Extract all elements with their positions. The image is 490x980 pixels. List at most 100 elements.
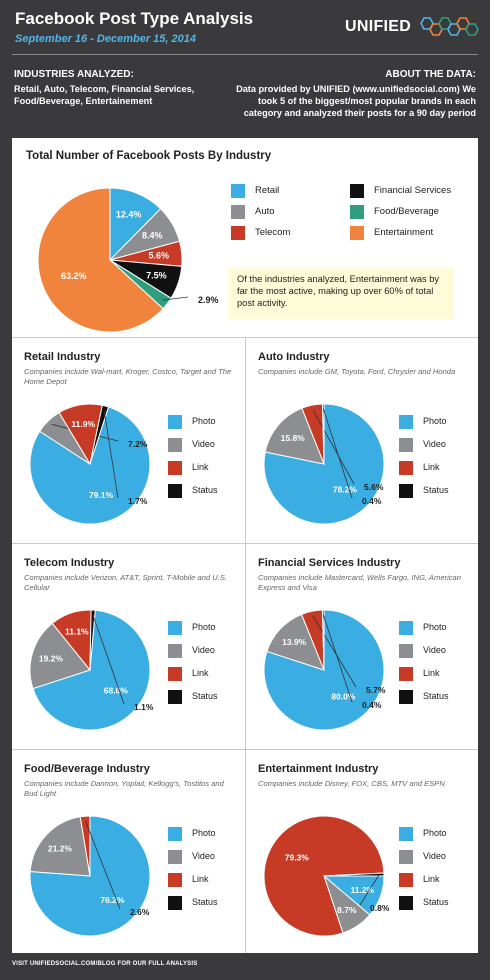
telecom-industry-slice-photo [32, 609, 151, 731]
footer-text: VISIT UNIFIEDSOCIAL.COM/BLOG FOR OUR FUL… [12, 961, 198, 967]
legend-swatch-photo [168, 621, 182, 635]
food-beverage-industry-leader-link [85, 820, 121, 910]
food-subtitle: Companies include Dannon, Yoplait, Kello… [24, 779, 224, 798]
auto-industry-slice-video [264, 407, 325, 465]
legend-label-photo: Photo [192, 828, 216, 838]
legend-swatch-food-beverage [350, 205, 364, 219]
auto-industry-leader-link [312, 409, 355, 485]
legend-swatch-link [168, 873, 182, 887]
entertainment-industry-slice-link [263, 815, 385, 937]
total-number-of-facebook-posts-by-industry-label-entertainment: 63.2% [61, 271, 87, 281]
legend-label-link: Link [192, 668, 209, 678]
legend-label-status: Status [423, 897, 449, 907]
total-chart-title: Total Number of Facebook Posts By Indust… [26, 150, 272, 162]
legend-label-telecom: Telecom [255, 227, 291, 238]
about-text: Data provided by UNIFIED (www.unifiedsoc… [236, 84, 476, 118]
grid-divider-vertical [245, 337, 246, 953]
legend-label-status: Status [423, 485, 449, 495]
financial-subtitle: Companies include Mastercard, Wells Farg… [258, 573, 461, 592]
legend-swatch-status [168, 690, 182, 704]
total-number-of-facebook-posts-by-industry-label-auto: 8.4% [142, 230, 163, 240]
legend-label-photo: Photo [192, 416, 216, 426]
legend-swatch-auto [231, 205, 245, 219]
logo-text: UNIFIED [345, 18, 412, 35]
legend-label-food-beverage: Food/Beverage [374, 206, 439, 217]
legend-swatch-financial-services [350, 184, 364, 198]
legend-swatch-link [399, 873, 413, 887]
retail-industry-leader-status [103, 410, 119, 499]
financial-title: Financial Services Industry [258, 557, 401, 569]
total-number-of-facebook-posts-by-industry-label-telecom: 5.6% [149, 251, 170, 261]
legend-swatch-entertainment [350, 226, 364, 240]
header: Facebook Post Type Analysis September 16… [0, 0, 490, 155]
entertainment-industry-label-status: 0.8% [370, 903, 390, 913]
legend-label-auto: Auto [255, 206, 275, 217]
legend-label-photo: Photo [423, 416, 447, 426]
legend-label-entertainment: Entertainment [374, 227, 434, 238]
auto-industry-label-link: 5.6% [364, 482, 384, 492]
legend-swatch-video [399, 644, 413, 658]
legend-swatch-video [399, 850, 413, 864]
main-panel: Total Number of Facebook Posts By Indust… [12, 138, 478, 953]
legend-label-status: Status [192, 691, 218, 701]
retail-industry-slice-photo [29, 406, 151, 525]
legend-swatch-photo [168, 415, 182, 429]
auto-title: Auto Industry [258, 351, 330, 363]
auto-industry-label-video: 15.8% [281, 433, 306, 443]
financial-services-industry-leader-link [312, 615, 357, 688]
unified-logo: UNIFIED [345, 14, 480, 44]
auto-subtitle: Companies include GM, Toyota, Ford, Chry… [258, 367, 456, 376]
telecom-industry-label-status: 1.1% [134, 702, 154, 712]
entertainment-title: Entertainment Industry [258, 763, 379, 775]
header-divider [12, 54, 478, 55]
entertainment-industry-label-link: 79.3% [285, 852, 310, 862]
total-pie-chart: 12.4%8.4% 5.6% 7.5% 2.9% 63.2% [37, 187, 219, 333]
telecom-industry-leader-status [92, 614, 125, 705]
financial-services-industry-label-photo: 80.0% [331, 692, 356, 702]
legend-label-photo: Photo [192, 622, 216, 632]
total-number-of-facebook-posts-by-industry-leader-food-beverage [162, 296, 189, 301]
food-beverage-industry-label-video: 21.2% [48, 843, 73, 853]
entertainment-panel: Entertainment Industry Companies include… [246, 750, 479, 953]
retail-pie-chart: 79.1% 7.2% 11.9% 1.7% [29, 403, 151, 525]
food-beverage-industry-label-link: 2.6% [130, 907, 150, 917]
food-panel: Food/Beverage Industry Companies include… [12, 750, 245, 953]
retail-industry-slice-status [89, 404, 110, 465]
legend-label-video: Video [192, 851, 215, 861]
telecom-pie-chart: 68.6% 19.2% 11.1% 1.1% [29, 609, 154, 731]
legend-swatch-telecom [231, 226, 245, 240]
total-number-of-facebook-posts-by-industry-label-financial-services: 7.5% [146, 271, 167, 281]
food-pie-chart: 76.2% 21.2% 2.6% [29, 815, 151, 937]
financial-services-industry-label-video: 13.9% [282, 637, 307, 647]
food-title: Food/Beverage Industry [24, 763, 150, 775]
legend-swatch-status [168, 896, 182, 910]
legend-label-video: Video [192, 439, 215, 449]
auto-industry-label-photo: 78.2% [333, 485, 358, 495]
entertainment-pie-chart: 11.2% 8.7% 79.3% 0.8% [263, 815, 390, 937]
legend-label-video: Video [423, 439, 446, 449]
total-number-of-facebook-posts-by-industry-label-food-beverage: 2.9% [198, 295, 219, 305]
retail-legend: Photo Video Link Status [168, 415, 238, 505]
legend-swatch-photo [168, 827, 182, 841]
legend-label-link: Link [423, 874, 440, 884]
financial-services-industry-label-link: 5.7% [366, 685, 386, 695]
retail-panel: Retail Industry Companies include Wal-ma… [12, 338, 245, 541]
legend-swatch-link [399, 667, 413, 681]
legend-label-photo: Photo [423, 622, 447, 632]
financial-services-industry-leader-status [322, 614, 353, 703]
legend-label-link: Link [423, 462, 440, 472]
industries-heading: INDUSTRIES ANALYZED: [14, 69, 134, 80]
legend-swatch-video [168, 850, 182, 864]
retail-title: Retail Industry [24, 351, 101, 363]
telecom-title: Telecom Industry [24, 557, 115, 569]
retail-industry-label-link: 11.9% [71, 419, 95, 429]
legend-swatch-video [168, 438, 182, 452]
financial-services-industry-label-status: 0.4% [362, 700, 382, 710]
legend-label-status: Status [423, 691, 449, 701]
entertainment-industry-label-video: 8.7% [337, 905, 357, 915]
date-range: September 16 - December 15, 2014 [15, 33, 196, 45]
legend-label-video: Video [192, 645, 215, 655]
legend-swatch-link [399, 461, 413, 475]
legend-swatch-retail [231, 184, 245, 198]
telecom-panel: Telecom Industry Companies include Veriz… [12, 544, 245, 747]
